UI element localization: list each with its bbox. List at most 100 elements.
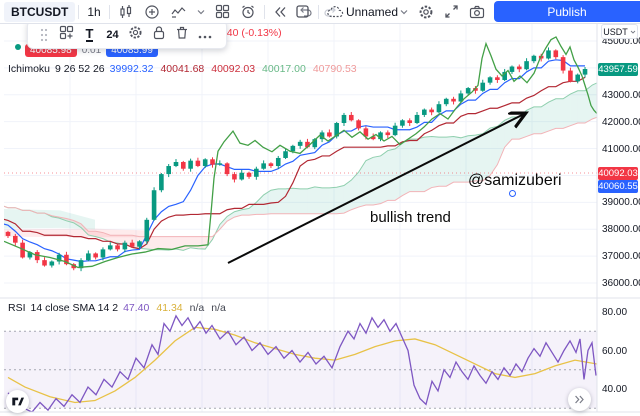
rsi-value: n/a: [189, 302, 205, 314]
price-tick-label: 39000.00: [602, 197, 640, 209]
rsi-value: 41.34: [156, 302, 183, 314]
toolbar-divider: [108, 4, 110, 19]
text-tool-icon: T: [85, 26, 94, 42]
multichart-layout-icon: [215, 4, 230, 19]
ichimoku-value: 40092.03: [211, 63, 256, 75]
rsi-value: 47.40: [123, 302, 150, 314]
more-options-button[interactable]: [193, 23, 216, 46]
layout-grid-button[interactable]: [210, 2, 235, 22]
rsi-tick-label: 40.00: [602, 384, 628, 395]
redo-button[interactable]: [318, 2, 343, 22]
price-tick-label: 37000.00: [602, 251, 640, 263]
delete-drawing-button[interactable]: [170, 23, 193, 46]
rsi-legend[interactable]: RSI 14 close SMA 14 2 47.40 41.34 n/a n/a: [8, 302, 226, 314]
toolbar-divider: [263, 4, 265, 19]
interval-label: 1h: [87, 4, 101, 19]
price-tick-label: 43000.00: [602, 89, 640, 101]
gear-icon: [128, 25, 143, 45]
price-tick-label: 45000.00: [602, 36, 640, 47]
ellipsis-icon: [198, 26, 212, 44]
price-tick-label: 41000.00: [602, 143, 640, 155]
interval-button[interactable]: 1h: [82, 2, 105, 22]
alert-button[interactable]: [235, 2, 261, 22]
currency-axis-button[interactable]: USDT: [601, 24, 638, 39]
font-size-value: 24: [106, 28, 119, 41]
toolbar-left-group: BTCUSDT 1h: [0, 0, 343, 23]
market-status-dot: [15, 44, 21, 50]
ichimoku-values: 39992.32 40041.68 40092.03 40017.00 40790.53: [110, 63, 357, 75]
fullscreen-icon: [444, 4, 459, 19]
indicator-name-label: RSI: [8, 302, 26, 314]
rsi-tick-label: 60.00: [602, 345, 628, 357]
chart-settings-button[interactable]: [413, 2, 439, 22]
scroll-right-button[interactable]: [568, 388, 591, 411]
price-axis-badge[interactable]: 40092.03: [598, 166, 638, 180]
rsi-series-rsi: [7, 314, 597, 412]
floating-drawing-toolbar: T 24: [27, 20, 227, 49]
bar-replay-button[interactable]: [268, 2, 293, 22]
ichimoku-legend[interactable]: Ichimoku 9 26 52 26 39992.32 40041.68 4009…: [8, 63, 357, 75]
symbol-label: BTCUSDT: [11, 4, 69, 19]
compare-button[interactable]: [139, 2, 165, 22]
candlestick-icon: [118, 4, 134, 20]
indicators-chevron[interactable]: [192, 2, 210, 22]
layout-name-label: Unnamed: [345, 4, 398, 19]
lock-icon: [152, 25, 166, 45]
indicator-name-label: Ichimoku: [8, 63, 51, 75]
gear-icon: [418, 4, 434, 20]
rsi-value: n/a: [211, 302, 226, 314]
plot-area: [4, 22, 597, 412]
templates-icon: [59, 25, 74, 45]
rsi-values: 47.40 41.34 n/a n/a: [123, 302, 226, 314]
indicators-button[interactable]: [165, 2, 192, 22]
price-axis-badge[interactable]: 40060.55: [598, 179, 638, 193]
tradingview-logo[interactable]: [6, 390, 29, 413]
camera-icon: [469, 5, 485, 19]
ichimoku-value: 40041.68: [160, 63, 205, 75]
toolbar-divider: [317, 4, 319, 19]
square-panel-icon: [295, 4, 310, 19]
font-size-button[interactable]: 24: [101, 23, 124, 46]
panel-toggle-button[interactable]: [290, 2, 315, 22]
trash-icon: [175, 25, 189, 45]
replay-rewind-icon: [273, 5, 288, 19]
ichimoku-value: 39992.32: [109, 63, 154, 75]
alarm-clock-icon: [240, 4, 256, 20]
handle-text-drawing[interactable]: @samizuberi: [468, 172, 562, 189]
price-axis-badge[interactable]: 43957.59: [598, 63, 638, 77]
trend-text-drawing[interactable]: bullish trend: [370, 209, 451, 226]
ichimoku-value: 40017.00: [262, 63, 306, 75]
spread-label: 0.01: [81, 45, 102, 56]
trend-arrow-drawing: [227, 114, 524, 264]
indicator-params-label: 9 26 52 26: [55, 63, 105, 75]
chart-style-button[interactable]: [113, 2, 139, 22]
compare-plus-icon: [144, 4, 160, 20]
price-tick-label: 36000.00: [602, 278, 640, 289]
ichimoku-value: 40790.53: [312, 63, 357, 75]
price-tick-label: 38000.00: [602, 224, 640, 236]
drawing-settings-button[interactable]: [124, 23, 147, 46]
rsi-tick-label: 80.00: [602, 307, 628, 318]
chevron-down-icon: [197, 9, 205, 15]
text-style-button[interactable]: T: [78, 23, 101, 46]
lock-drawing-button[interactable]: [147, 23, 170, 46]
candlestick-series: [5, 47, 588, 272]
rsi-pane: [4, 314, 597, 412]
publish-button[interactable]: Publish: [494, 1, 640, 22]
top-toolbar: BTCUSDT 1h: [0, 0, 640, 24]
indicators-icon: [170, 4, 187, 20]
drag-handle[interactable]: [32, 23, 55, 46]
snapshot-button[interactable]: [464, 2, 490, 22]
price-change-label: 0.40 (-0.13%): [218, 27, 282, 39]
chevron-down-icon: [400, 9, 408, 15]
text-anchor-handle[interactable]: [509, 190, 516, 197]
fullscreen-button[interactable]: [439, 2, 464, 22]
template-button[interactable]: [55, 23, 78, 46]
save-layout-button[interactable]: Unnamed: [322, 2, 413, 22]
quote-change-row: 0.40 (-0.13%): [218, 27, 282, 39]
toolbar-right-group: Unnamed: [290, 0, 490, 23]
symbol-button[interactable]: BTCUSDT: [4, 1, 76, 22]
cloud-icon: [327, 5, 344, 18]
